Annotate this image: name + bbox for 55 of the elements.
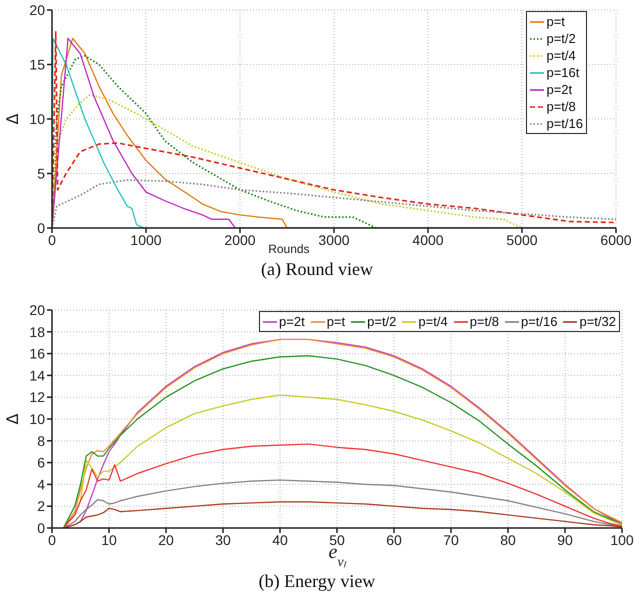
legend-label: p=t xyxy=(326,313,346,330)
x-tick-label: 80 xyxy=(500,532,516,548)
x-tick-label: 10 xyxy=(101,532,117,548)
x-tick-label: 2000 xyxy=(224,232,256,248)
y-tick-label: 2 xyxy=(37,498,46,514)
line-series xyxy=(62,443,622,528)
legend-label: p=t/4 xyxy=(546,47,576,64)
x-tick-label: 6000 xyxy=(600,232,632,248)
x-tick-label: 5000 xyxy=(506,232,538,248)
x-tick-label: 30 xyxy=(215,532,231,548)
y-tick-label: 18 xyxy=(29,324,46,340)
y-tick-label: 8 xyxy=(37,432,46,449)
x-tick-label: 20 xyxy=(158,532,174,548)
y-tick-label: 15 xyxy=(29,56,46,72)
legend-label: p=t xyxy=(546,13,565,30)
x-tick-label: 70 xyxy=(443,532,459,548)
legend-label: p=t/8 xyxy=(470,313,499,330)
text: (b) Energy view xyxy=(258,570,376,592)
y-tick-label: 10 xyxy=(29,110,46,127)
legend-label: p=t/2 xyxy=(546,30,576,47)
y-tick-label: 0 xyxy=(37,220,46,236)
legend-label: p=16t xyxy=(546,64,580,81)
y-axis-title: Δ xyxy=(3,413,22,424)
y-tick-label: 4 xyxy=(37,476,46,492)
x-axis-title: Rounds xyxy=(268,242,310,256)
y-tick-label: 14 xyxy=(29,367,46,384)
x-tick-label: 60 xyxy=(386,532,402,548)
legend-label: p=t/16 xyxy=(520,313,558,330)
y-tick-label: 12 xyxy=(29,389,46,406)
y-tick-label: 16 xyxy=(29,346,46,362)
x-tick-label: 0 xyxy=(48,232,56,248)
x-tick-label: 0 xyxy=(48,532,56,548)
x-tick-label: 3000 xyxy=(318,232,350,248)
legend-label: p=t/4 xyxy=(418,313,448,330)
x-tick-label: 4000 xyxy=(412,232,444,248)
y-tick-label: 6 xyxy=(37,454,46,471)
legend-label: p=2t xyxy=(546,81,572,98)
legend-label: p=2t xyxy=(279,313,305,330)
x-tick-label: 90 xyxy=(557,532,573,548)
x-tick-label: 1000 xyxy=(130,232,162,248)
y-tick-label: 5 xyxy=(37,165,46,182)
text: (a) Round view xyxy=(260,258,374,280)
y-tick-label: 0 xyxy=(37,520,46,536)
y-tick-label: 20 xyxy=(29,302,46,318)
y-axis-title: Δ xyxy=(3,113,22,124)
x-tick-label: 40 xyxy=(272,532,288,548)
y-tick-label: 20 xyxy=(29,2,46,18)
legend-label: p=t/16 xyxy=(546,115,583,132)
x-tick-label: 100 xyxy=(610,532,634,548)
y-tick-label: 10 xyxy=(29,410,46,427)
legend-label: p=t/32 xyxy=(579,313,616,330)
legend-label: p=t/8 xyxy=(546,98,576,115)
legend-label: p=t/2 xyxy=(367,313,396,330)
line-series xyxy=(62,501,622,528)
line-series xyxy=(62,479,622,528)
